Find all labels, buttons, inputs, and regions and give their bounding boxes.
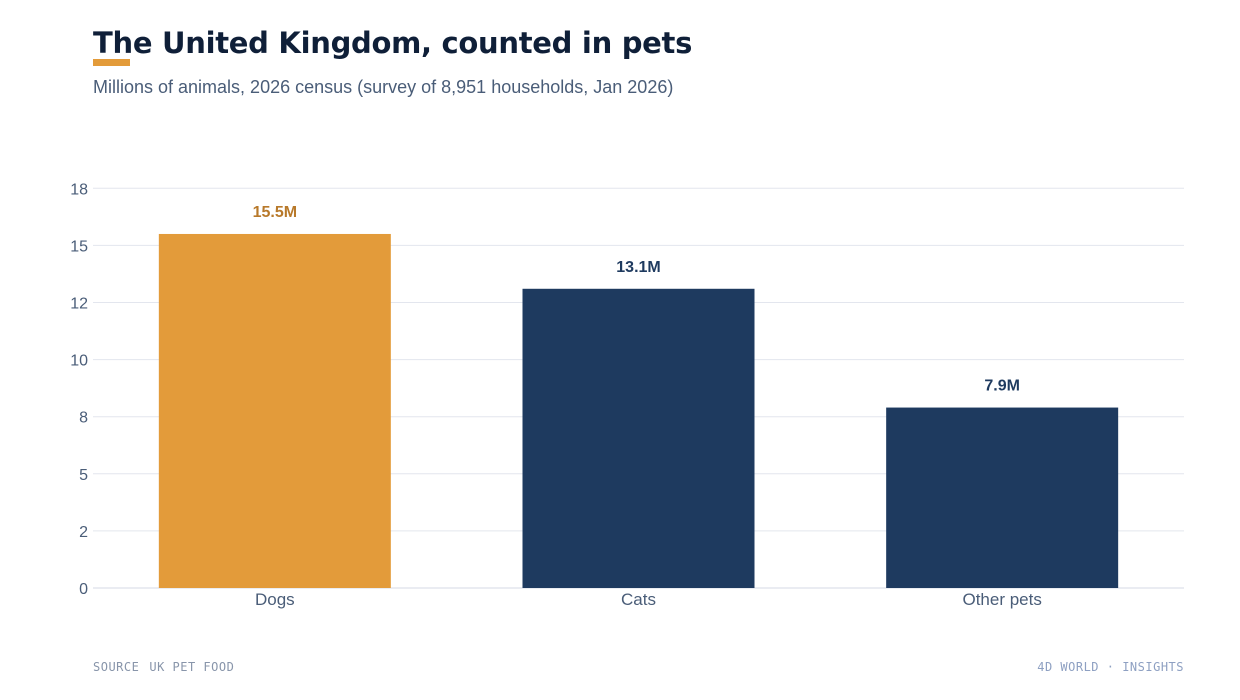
bar-other-pets [886,407,1119,588]
title-accent-bar [93,59,130,66]
y-tick-label: 5 [79,467,88,484]
x-tick-label: Other pets [962,590,1041,609]
data-label: 15.5M [253,204,297,221]
brand-credit: 4D WORLD · INSIGHTS [1037,660,1184,674]
data-label: 7.9M [984,378,1020,395]
y-tick-label: 0 [79,581,88,598]
x-tick-label: Cats [621,590,656,609]
y-tick-label: 8 [79,410,88,427]
source-value: UK PET FOOD [149,660,235,674]
y-tick-label: 10 [70,353,88,370]
source-note: SOURCE UK PET FOOD [93,660,234,674]
y-tick-label: 2 [79,524,88,541]
bar-dogs [158,233,391,588]
data-label: 13.1M [616,259,660,276]
source-label: SOURCE [93,660,140,674]
chart-title: The United Kingdom, counted in pets [93,26,693,60]
y-tick-label: 12 [70,295,88,312]
bar-cats [522,288,755,588]
x-tick-label: Dogs [255,590,295,609]
chart-subtitle: Millions of animals, 2026 census (survey… [93,77,674,97]
y-tick-label: 15 [70,238,88,255]
y-tick-label: 18 [70,181,88,198]
